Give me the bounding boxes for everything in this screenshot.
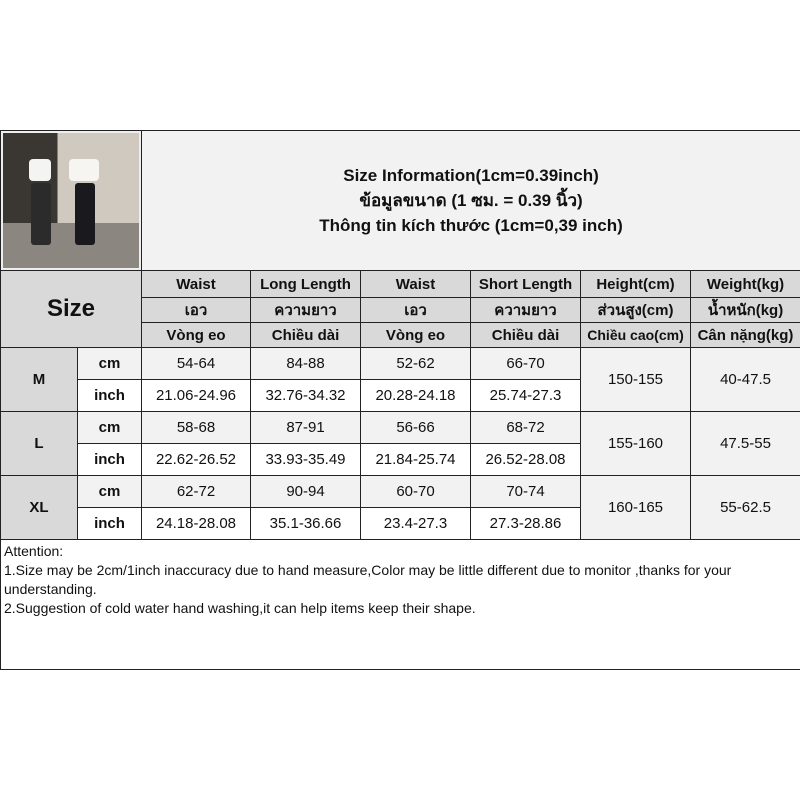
weight-cell: 47.5-55	[689, 411, 800, 476]
measurement-cell: 25.74-27.3	[470, 379, 581, 412]
measurement-cell: 52-62	[360, 347, 471, 380]
measurement-cell: 33.93-35.49	[250, 443, 361, 476]
col-header-en: Weight(kg)	[689, 270, 800, 298]
size-row-xl-cm: XL cm 62-72 90-94 60-70 70-74 160-165 55-62.5	[0, 475, 800, 540]
size-row-m-inch: inch 21.06-24.96 32.76-34.32 20.28-24.18 25.…	[1, 379, 800, 412]
size-row-l-inch: inch 22.62-26.52 33.93-35.49 21.84-25.74 26.…	[1, 443, 800, 476]
measurement-cell: 58-68	[141, 411, 251, 444]
measurement-cell: 62-72	[141, 475, 251, 508]
weight-cell: 40-47.5	[689, 347, 800, 412]
title-en: Size Information(1cm=0.39inch)	[343, 166, 599, 185]
model-figure-right	[69, 159, 99, 181]
unit-label: cm	[77, 475, 142, 508]
col-header-en: Waist	[360, 270, 471, 298]
size-label: L	[0, 411, 78, 476]
unit-label: cm	[77, 347, 142, 380]
measurement-cell: 26.52-28.08	[470, 443, 581, 476]
col-header-th: ความยาว	[250, 297, 361, 323]
col-header-vi: Cân nặng(kg)	[689, 322, 800, 348]
size-label: XL	[0, 475, 78, 540]
measurement-cell: 35.1-36.66	[250, 507, 361, 540]
col-header-vi: Chiều dài	[250, 322, 361, 348]
measurement-cell: 21.06-24.96	[141, 379, 251, 412]
measurement-cell: 24.18-28.08	[141, 507, 251, 540]
attention-line: 1.Size may be 2cm/1inch inaccuracy due t…	[4, 562, 732, 597]
attention-line: 2.Suggestion of cold water hand washing,…	[4, 600, 476, 616]
measurement-cell: 70-74	[470, 475, 581, 508]
measurement-cell: 23.4-27.3	[360, 507, 471, 540]
attention-notes: Attention: 1.Size may be 2cm/1inch inacc…	[0, 539, 800, 670]
col-header-th: เอว	[141, 297, 251, 323]
measurement-cell: 22.62-26.52	[141, 443, 251, 476]
col-header-en: Height(cm)	[580, 270, 691, 298]
title-vi: Thông tin kích thước (1cm=0,39 inch)	[319, 216, 623, 235]
col-header-th: เอว	[360, 297, 471, 323]
measurement-cell: 90-94	[250, 475, 361, 508]
product-photo	[0, 130, 142, 271]
weight-cell: 55-62.5	[689, 475, 800, 540]
measurement-cell: 27.3-28.86	[470, 507, 581, 540]
col-header-th: ส่วนสูง(cm)	[580, 297, 691, 323]
unit-label: inch	[77, 379, 142, 412]
measurement-cell: 56-66	[360, 411, 471, 444]
col-header-en: Waist	[141, 270, 251, 298]
height-cell: 160-165	[580, 475, 691, 540]
attention-heading: Attention:	[4, 543, 64, 559]
unit-label: inch	[77, 507, 142, 540]
measurement-cell: 54-64	[141, 347, 251, 380]
unit-label: inch	[77, 443, 142, 476]
col-header-vi: Chiều dài	[470, 322, 581, 348]
col-header-vi: Chiều cao(cm)	[580, 322, 691, 348]
measurement-cell: 68-72	[470, 411, 581, 444]
col-header-th: น้ำหนัก(kg)	[689, 297, 800, 323]
col-header-en: Long Length	[250, 270, 361, 298]
measurement-cell: 32.76-34.32	[250, 379, 361, 412]
col-header-vi: Vòng eo	[141, 322, 251, 348]
col-header-en: Short Length	[470, 270, 581, 298]
measurement-cell: 20.28-24.18	[360, 379, 471, 412]
model-figure-left	[29, 159, 51, 181]
size-header: Size	[0, 270, 142, 348]
size-chart-table: Size Information(1cm=0.39inch) ข้อมูลขนา…	[0, 130, 800, 670]
measurement-cell: 21.84-25.74	[360, 443, 471, 476]
size-row-xl-inch: inch 24.18-28.08 35.1-36.66 23.4-27.3 27.3-2…	[1, 507, 800, 540]
height-cell: 155-160	[580, 411, 691, 476]
measurement-cell: 66-70	[470, 347, 581, 380]
title-block: Size Information(1cm=0.39inch) ข้อมูลขนา…	[140, 130, 800, 271]
measurement-cell: 84-88	[250, 347, 361, 380]
height-cell: 150-155	[580, 347, 691, 412]
unit-label: cm	[77, 411, 142, 444]
title-th: ข้อมูลขนาด (1 ซม. = 0.39 นิ้ว)	[359, 191, 583, 210]
measurement-cell: 87-91	[250, 411, 361, 444]
col-header-th: ความยาว	[470, 297, 581, 323]
measurement-cell: 60-70	[360, 475, 471, 508]
size-label: M	[0, 347, 78, 412]
col-header-vi: Vòng eo	[360, 322, 471, 348]
